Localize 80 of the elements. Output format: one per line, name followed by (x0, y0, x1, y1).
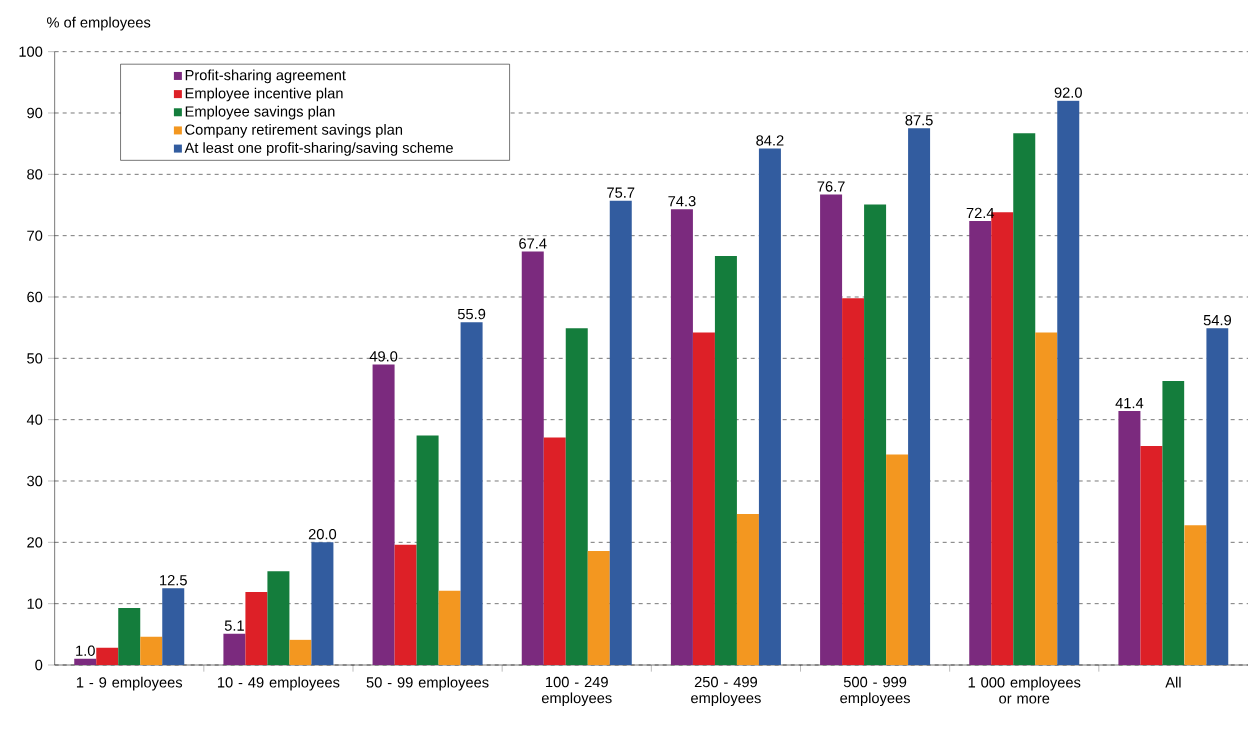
data-label: 5.1 (224, 620, 244, 631)
y-tick-label: 80 (27, 169, 43, 180)
legend-label: Profit-sharing agreement (185, 69, 346, 84)
bar (162, 588, 185, 665)
y-tick-label: 90 (27, 107, 43, 119)
bar (372, 364, 395, 665)
legend-label: Employee incentive plan (185, 87, 343, 102)
bar (543, 437, 566, 665)
bar (460, 322, 483, 665)
data-label: 55.9 (457, 308, 486, 320)
bar (394, 544, 417, 665)
x-tick-label: All (1165, 676, 1181, 688)
y-tick-label: 50 (27, 353, 43, 364)
data-label: 84.2 (756, 135, 784, 146)
data-label: 92.0 (1054, 87, 1082, 98)
data-label: 76.7 (817, 181, 845, 192)
data-label: 54.9 (1203, 314, 1231, 326)
y-tick-label: 30 (27, 475, 43, 487)
bar (565, 328, 588, 665)
bar (1206, 328, 1229, 665)
x-tick-label: 500 - 999 employees (840, 676, 910, 707)
bar (886, 454, 909, 665)
bar (736, 514, 759, 665)
data-label: 41.4 (1115, 398, 1144, 409)
bar (74, 658, 97, 665)
bar (267, 571, 290, 665)
bar (820, 194, 843, 665)
bar (714, 255, 737, 665)
x-tick-label: 1 000 employees or more (968, 676, 1081, 704)
bar (289, 639, 312, 665)
bar (1057, 100, 1080, 665)
x-tick-label: 50 - 99 employees (366, 676, 489, 691)
bar (140, 636, 163, 665)
y-tick-label: 20 (27, 537, 43, 548)
bar (692, 332, 715, 665)
bar (1140, 446, 1163, 665)
data-label: 20.0 (308, 529, 337, 540)
bar (416, 435, 439, 665)
bar (1013, 133, 1036, 665)
data-label: 75.7 (607, 187, 635, 198)
bar (245, 592, 268, 665)
legend-label: Employee savings plan (185, 105, 335, 120)
bar (1035, 332, 1058, 665)
y-tick-label: 100 (19, 46, 43, 57)
bar (1118, 411, 1141, 665)
data-label: 49.0 (369, 351, 398, 362)
bar (1162, 381, 1185, 665)
bar (758, 148, 781, 665)
bar (96, 647, 119, 665)
x-tick-label: 250 - 499 employees (691, 676, 761, 707)
bar (842, 298, 865, 665)
y-tick-label: 0 (35, 659, 43, 671)
bar (118, 607, 141, 665)
data-label: 1.0 (76, 645, 95, 656)
x-tick-label: 10 - 49 employees (217, 676, 340, 691)
data-label: 74.3 (668, 195, 696, 207)
y-axis-title: % of employees (47, 16, 151, 31)
bar (311, 542, 334, 665)
y-tick-label: 60 (27, 291, 43, 303)
bar (521, 251, 544, 665)
bar (670, 209, 693, 665)
data-label: 87.5 (905, 115, 933, 126)
legend-label: At least one profit-sharing/saving scheme (184, 142, 453, 156)
y-tick-label: 40 (26, 414, 43, 425)
bar (609, 200, 632, 665)
x-tick-label: 100 - 249 employees (541, 676, 612, 707)
x-tick-label: 1 - 9 employees (76, 676, 183, 691)
y-tick-label: 70 (27, 230, 43, 241)
bar (908, 128, 931, 665)
data-label: 67.4 (519, 238, 547, 249)
y-tick-label: 10 (27, 598, 43, 609)
data-label: 12.5 (160, 575, 187, 586)
bar (223, 633, 246, 665)
bar (1184, 525, 1207, 665)
bar (438, 590, 461, 665)
bar (969, 220, 992, 665)
bar (864, 204, 887, 665)
legend-label: Company retirement savings plan (185, 124, 403, 138)
data-label: 72.4 (966, 207, 995, 219)
bar (587, 550, 610, 665)
